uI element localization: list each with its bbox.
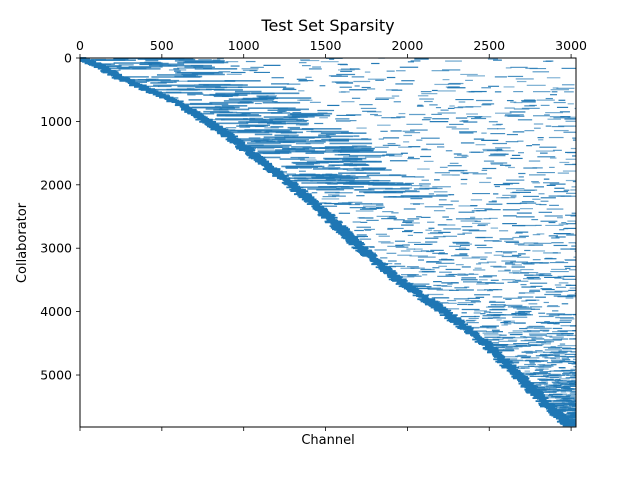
x-axis-label: Channel [301, 433, 354, 448]
x-tick-label: 1500 [310, 38, 342, 53]
plot-background [80, 58, 576, 427]
x-axis-bottom [79, 427, 572, 431]
plot-area [79, 57, 577, 428]
y-tick-label: 3000 [40, 241, 72, 256]
x-tick-label: 1000 [228, 38, 260, 53]
x-tick-label: 2500 [473, 38, 505, 53]
x-axis-top: 0 500 1000 1500 2000 2500 3000 [76, 38, 587, 58]
y-tick-label: 4000 [40, 304, 72, 319]
y-tick-label: 1000 [40, 114, 72, 129]
x-tick-label: 2000 [391, 38, 423, 53]
y-tick-label: 2000 [40, 177, 72, 192]
y-axis-label: Collaborator [15, 202, 30, 283]
x-tick-label: 0 [76, 38, 84, 53]
sparsity-marks [80, 57, 576, 427]
plot-frame [79, 57, 577, 428]
x-tick-label: 500 [150, 38, 174, 53]
y-axis: 0 1000 2000 3000 4000 5000 [40, 51, 80, 383]
chart-title: Test Set Sparsity [260, 16, 394, 35]
y-tick-label: 0 [64, 51, 72, 66]
x-tick-label: 3000 [555, 38, 587, 53]
y-tick-label: 5000 [40, 368, 72, 383]
